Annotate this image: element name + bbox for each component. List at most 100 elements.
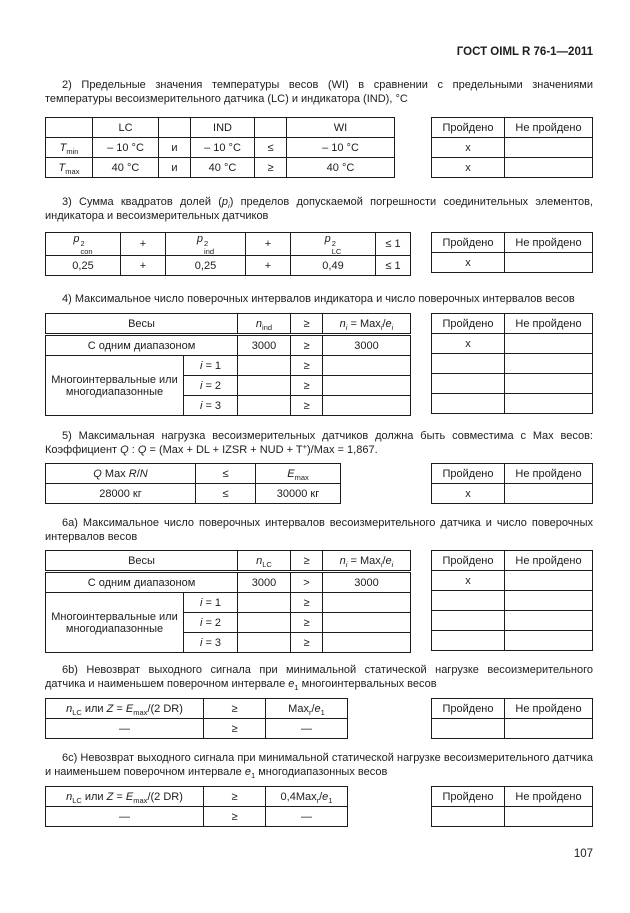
cell: ≥: [290, 355, 323, 376]
pass-fail-table-s2: Пройдено Не пройдено x x: [431, 117, 593, 178]
pass-header-cell: Пройдено: [431, 698, 505, 719]
cell: ≥: [203, 806, 266, 827]
multi-range-cell: Многоинтервальные или многодиапазонные: [45, 355, 184, 416]
cell: 0,25: [165, 255, 246, 276]
fail-header-cell: Не пройдено: [504, 232, 593, 253]
section-4-tables-row: Весы nind ≥ ni = Maxi/ei С одним диапазо…: [45, 313, 593, 416]
indicator-intervals-table: Весы nind ≥ ni = Maxi/ei С одним диапазо…: [45, 313, 411, 416]
cell: ≥: [254, 157, 287, 178]
section-5-paragraph: 5) Максимальная нагрузка весоизмерительн…: [45, 430, 593, 456]
section-2-tables-row: LC IND WI Tmin – 10 °C и – 10 °C ≤ – 10 …: [45, 117, 593, 178]
cell: [237, 612, 291, 633]
fail-header-cell: Не пройдено: [504, 117, 593, 138]
cell: – 10 °C: [190, 137, 255, 158]
table-header-row: Пройдено Не пройдено: [431, 232, 593, 253]
cell: —: [45, 806, 204, 827]
pass-mark-cell: [431, 630, 505, 651]
pass-header-cell: Пройдено: [431, 463, 505, 484]
table-header-row: p 2 con + p 2 ind + p 2 LC ≤ 1: [45, 232, 411, 256]
section-6c-paragraph: 6с) Невозврат выходного сигнала при мини…: [45, 752, 593, 780]
table-row: x: [431, 252, 593, 273]
cell-qmaxrn: Q Max R/N: [45, 463, 196, 484]
cell: – 10 °C: [286, 137, 395, 158]
table-row: С одним диапазоном 3000 > 3000: [45, 571, 411, 593]
cell: 3000: [322, 334, 411, 356]
table-row: x: [431, 570, 593, 591]
table-row: [431, 610, 593, 631]
pass-mark-cell: x: [431, 483, 505, 504]
table-header-row: Пройдено Не пройдено: [431, 786, 593, 807]
table-row: Tmax 40 °C и 40 °C ≥ 40 °C: [45, 157, 395, 178]
cell: 40 °C: [190, 157, 255, 178]
cell: 0,49: [290, 255, 376, 276]
pass-mark-cell: [431, 393, 505, 414]
cell: [237, 592, 291, 613]
cell-i1: i = 1: [183, 592, 238, 613]
cell: [322, 632, 411, 653]
cell: [322, 592, 411, 613]
cell-p2ind: p 2 ind: [165, 232, 246, 256]
pass-mark-cell: x: [431, 137, 505, 158]
cell: ≤ 1: [375, 255, 411, 276]
cell: —: [45, 718, 204, 739]
cell: ≥: [290, 334, 323, 356]
cell: [237, 375, 291, 396]
cell-emax: Emax: [255, 463, 341, 484]
document-header: ГОСТ OIML R 76-1—2011: [456, 46, 593, 58]
fail-mark-cell: [504, 718, 593, 739]
table-row: 0,25 + 0,25 + 0,49 ≤ 1: [45, 255, 411, 276]
cell: —: [265, 718, 348, 739]
pass-fail-table-s6b: Пройдено Не пройдено: [431, 698, 593, 739]
cell: [322, 395, 411, 416]
section-4-paragraph: 4) Максимальное число поверочных интерва…: [62, 293, 575, 305]
fail-mark-cell: [504, 483, 593, 504]
fail-mark-cell: [504, 630, 593, 651]
error-fraction-squares-table: p 2 con + p 2 ind + p 2 LC ≤ 1 0,25 + 0,25 + 0…: [45, 232, 411, 276]
table-header-row: Q Max R/N ≤ Emax: [45, 463, 341, 484]
cell: ≤: [195, 483, 256, 504]
cell-i2: i = 2: [183, 612, 238, 633]
table-header-row: Пройдено Не пройдено: [431, 550, 593, 571]
cell-i1: i = 1: [183, 355, 238, 376]
cell: +: [245, 232, 291, 256]
cell: ≥: [290, 395, 323, 416]
single-range-cell: С одним диапазоном: [45, 334, 238, 356]
table-row: [431, 806, 593, 827]
table-row: i = 2 ≥: [46, 375, 411, 396]
cell: ≥: [290, 592, 323, 613]
multi-range-cell: Многоинтервальные или многодиапазонные: [45, 592, 184, 653]
table-row: [431, 393, 593, 414]
cell-maxr-e1: Maxr/e1: [265, 698, 348, 719]
header-cell: [45, 117, 93, 138]
cell: [322, 355, 411, 376]
table-row: x: [431, 137, 593, 158]
table-row: i = 3 ≥: [46, 632, 411, 653]
table-row: x: [431, 483, 593, 504]
cell: [237, 355, 291, 376]
cell: [237, 395, 291, 416]
pass-mark-cell: [431, 373, 505, 394]
table-header-row: Пройдено Не пройдено: [431, 463, 593, 484]
header-cell: LC: [92, 117, 159, 138]
cell: ≥: [203, 786, 266, 807]
table-row: 28000 кг ≤ 30000 кг: [45, 483, 341, 504]
cell: [322, 375, 411, 396]
pass-fail-table-s4: Пройдено Не пройдено x: [431, 313, 593, 414]
cell-i3: i = 3: [183, 395, 238, 416]
section-6c-tables-row: nLC или Z = Emax/(2 DR) ≥ 0,4Maxr/e1 — ≥…: [45, 786, 593, 827]
fail-header-cell: Не пройдено: [504, 313, 593, 334]
cell-nlc-z: nLC или Z = Emax/(2 DR): [45, 698, 204, 719]
pass-mark-cell: [431, 806, 505, 827]
fail-mark-cell: [504, 252, 593, 273]
cell: 28000 кг: [45, 483, 196, 504]
cell: ≥: [203, 718, 266, 739]
cell: 3000: [237, 571, 291, 593]
pass-fail-table-s5: Пройдено Не пройдено x: [431, 463, 593, 504]
cell: —: [265, 806, 348, 827]
cell: ≥: [203, 698, 266, 719]
cell: >: [290, 571, 323, 593]
comparator-header-cell: ≥: [290, 313, 323, 336]
pass-fail-table-s6c: Пройдено Не пройдено: [431, 786, 593, 827]
table-row: [431, 718, 593, 739]
max-load-table: Q Max R/N ≤ Emax 28000 кг ≤ 30000 кг: [45, 463, 341, 504]
